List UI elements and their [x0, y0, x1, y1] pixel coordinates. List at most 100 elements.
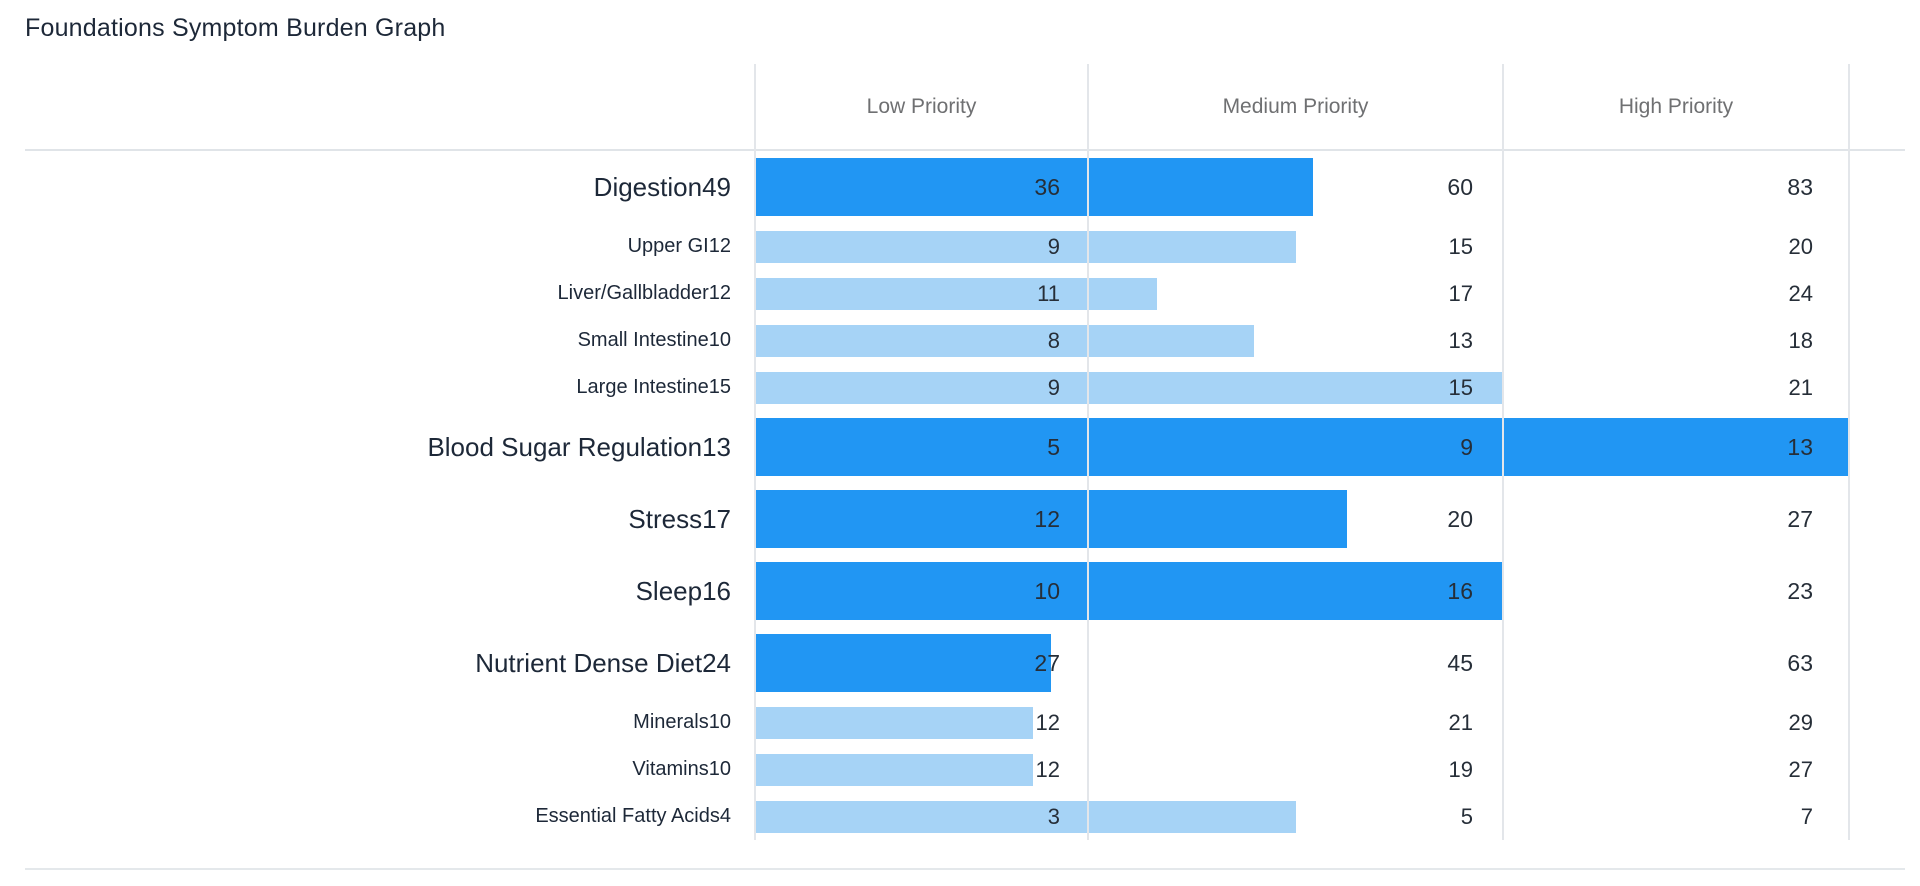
row-label: Upper GI 12: [0, 223, 731, 270]
row-label-text: Small Intestine: [577, 329, 709, 351]
row-label-text: Large Intestine: [576, 376, 709, 398]
row-label-text: Stress: [628, 503, 703, 534]
column-header-medium-priority: Medium Priority: [1222, 95, 1369, 118]
score-bar: [755, 278, 1158, 310]
row-label-text: Nutrient Dense Diet: [475, 647, 703, 678]
score-bar: [755, 562, 1503, 620]
page-title: Foundations Symptom Burden Graph: [25, 14, 446, 42]
score-bar: [755, 634, 1051, 692]
chart-row: Large Intestine 15 9 15 21: [0, 364, 1920, 411]
high-priority-value: 29: [1788, 709, 1813, 735]
medium-priority-value: 5: [1460, 803, 1473, 829]
high-priority-value: 24: [1788, 280, 1813, 306]
bar-track: 36 60 83: [755, 151, 1849, 223]
gridline-vertical: [1502, 64, 1504, 840]
score-bar: [755, 231, 1296, 263]
chart-row: Essential Fatty Acids 4 3 5 7: [0, 793, 1920, 840]
high-priority-value: 23: [1787, 577, 1813, 604]
row-label: Minerals 10: [0, 699, 731, 746]
chart-row: Digestion 49 36 60 83: [0, 151, 1920, 223]
row-label: Liver/Gallbladder 12: [0, 270, 731, 317]
low-priority-value: 12: [1034, 505, 1060, 532]
gridline-vertical: [1848, 64, 1850, 840]
high-priority-value: 20: [1788, 233, 1813, 259]
low-priority-value: 9: [1047, 374, 1060, 400]
chart-row: Vitamins 10 12 19 27: [0, 746, 1920, 793]
row-score: 10: [708, 329, 731, 351]
row-label-text: Blood Sugar Regulation: [427, 431, 703, 462]
medium-priority-value: 13: [1448, 327, 1473, 353]
low-priority-value: 5: [1047, 433, 1060, 460]
low-priority-value: 3: [1047, 803, 1060, 829]
chart-row: Sleep 16 10 16 23: [0, 555, 1920, 627]
column-header-low-priority: Low Priority: [866, 95, 977, 118]
row-score: 15: [708, 376, 731, 398]
row-score: 12: [708, 282, 731, 304]
high-priority-value: 13: [1787, 433, 1813, 460]
row-label: Essential Fatty Acids 4: [0, 793, 731, 840]
row-score: 13: [702, 431, 731, 462]
low-priority-value: 8: [1047, 327, 1060, 353]
row-score: 17: [702, 503, 731, 534]
row-score: 16: [702, 575, 731, 606]
chart-row: Minerals 10 12 21 29: [0, 699, 1920, 746]
row-label-text: Vitamins: [632, 758, 709, 780]
score-bar: [755, 707, 1033, 739]
low-priority-value: 27: [1034, 649, 1060, 676]
column-header-high-priority: High Priority: [1618, 95, 1734, 118]
low-priority-value: 11: [1037, 280, 1060, 306]
medium-priority-value: 16: [1447, 577, 1473, 604]
medium-priority-value: 15: [1448, 374, 1473, 400]
score-bar: [755, 490, 1348, 548]
score-bar: [755, 801, 1296, 833]
chart-row: Liver/Gallbladder 12 11 17 24: [0, 270, 1920, 317]
row-label: Vitamins 10: [0, 746, 731, 793]
row-score: 4: [719, 805, 731, 827]
row-score: 12: [708, 235, 731, 257]
row-score: 24: [702, 647, 731, 678]
bar-track: 12 20 27: [755, 483, 1849, 555]
low-priority-value: 12: [1035, 709, 1060, 735]
bar-track: 27 45 63: [755, 627, 1849, 699]
score-bar: [755, 754, 1033, 786]
low-priority-value: 12: [1035, 756, 1060, 782]
bar-track: 10 16 23: [755, 555, 1849, 627]
row-label-text: Upper GI: [627, 235, 709, 257]
row-label-text: Liver/Gallbladder: [557, 282, 709, 304]
low-priority-value: 9: [1047, 233, 1060, 259]
bar-track: 12 19 27: [755, 746, 1849, 793]
row-label-text: Digestion: [593, 171, 703, 202]
medium-priority-value: 17: [1448, 280, 1473, 306]
score-bar: [755, 372, 1503, 404]
low-priority-value: 10: [1034, 577, 1060, 604]
column-headers: Low Priority Medium Priority High Priori…: [0, 64, 1920, 150]
medium-priority-value: 9: [1460, 433, 1473, 460]
bottom-divider: [25, 868, 1905, 870]
bar-track: 11 17 24: [755, 270, 1849, 317]
chart-row: Nutrient Dense Diet 24 27 45 63: [0, 627, 1920, 699]
row-label: Sleep 16: [0, 555, 731, 627]
row-label-text: Minerals: [633, 711, 709, 733]
low-priority-value: 36: [1034, 173, 1060, 200]
chart-row: Stress 17 12 20 27: [0, 483, 1920, 555]
header-separator: [25, 149, 1905, 151]
gridline-vertical: [1087, 64, 1089, 840]
row-score: 10: [708, 758, 731, 780]
gridline-vertical: [754, 64, 756, 840]
medium-priority-value: 21: [1448, 709, 1473, 735]
chart-rows: Digestion 49 36 60 83 Upper GI 12 9 15 20 Liver/…: [0, 151, 1920, 840]
bar-track: 9 15 21: [755, 364, 1849, 411]
row-score: 10: [708, 711, 731, 733]
row-label-text: Sleep: [635, 575, 703, 606]
row-label-text: Essential Fatty Acids: [535, 805, 720, 827]
chart-row: Small Intestine 10 8 13 18: [0, 317, 1920, 364]
bar-track: 9 15 20: [755, 223, 1849, 270]
row-label: Large Intestine 15: [0, 364, 731, 411]
row-label: Stress 17: [0, 483, 731, 555]
medium-priority-value: 15: [1448, 233, 1473, 259]
medium-priority-value: 45: [1447, 649, 1473, 676]
bar-track: 8 13 18: [755, 317, 1849, 364]
medium-priority-value: 20: [1447, 505, 1473, 532]
chart-row: Upper GI 12 9 15 20: [0, 223, 1920, 270]
